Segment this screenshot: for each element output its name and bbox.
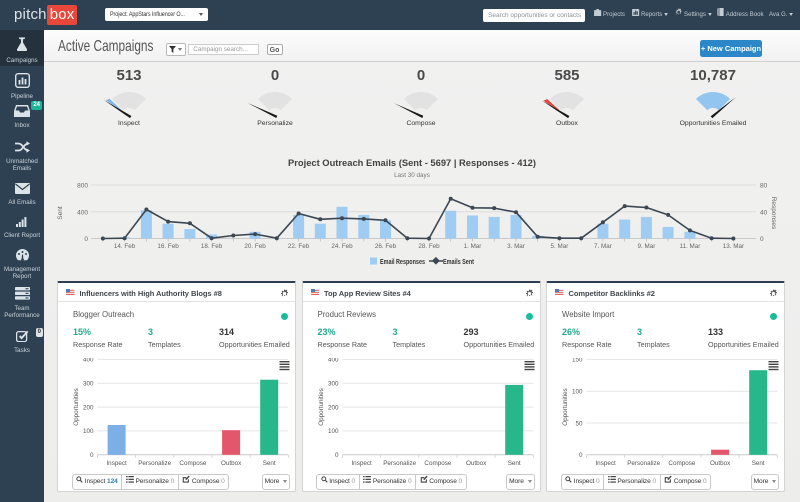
svg-text:11. Mar: 11. Mar xyxy=(679,243,700,250)
svg-text:Responses: Responses xyxy=(770,197,777,230)
svg-text:800: 800 xyxy=(77,183,88,190)
svg-text:Compose: Compose xyxy=(179,460,206,467)
svg-text:Compose: Compose xyxy=(668,460,695,467)
svg-text:5. Mar: 5. Mar xyxy=(550,243,568,250)
svg-text:400: 400 xyxy=(77,209,88,216)
svg-text:300: 300 xyxy=(83,381,94,388)
svg-text:0: 0 xyxy=(90,452,94,459)
svg-text:100: 100 xyxy=(83,428,94,435)
svg-text:Email Responses: Email Responses xyxy=(380,259,425,266)
svg-text:Sent: Sent xyxy=(752,460,765,467)
svg-text:Opportunities: Opportunities xyxy=(318,388,325,425)
svg-text:20. Feb: 20. Feb xyxy=(244,243,266,250)
svg-text:200: 200 xyxy=(83,404,94,411)
svg-text:Compose: Compose xyxy=(424,460,451,467)
svg-text:Last 30 days: Last 30 days xyxy=(394,172,430,179)
svg-text:Personalize: Personalize xyxy=(383,460,416,467)
svg-text:Outbox: Outbox xyxy=(465,460,486,467)
svg-text:400: 400 xyxy=(83,358,94,364)
svg-text:0: 0 xyxy=(579,452,583,459)
svg-text:200: 200 xyxy=(327,404,338,411)
svg-text:40: 40 xyxy=(760,209,768,216)
svg-text:22. Feb: 22. Feb xyxy=(288,243,310,250)
svg-text:100: 100 xyxy=(327,428,338,435)
svg-text:0: 0 xyxy=(84,236,88,243)
svg-text:3. Mar: 3. Mar xyxy=(507,243,525,250)
svg-text:0: 0 xyxy=(334,452,338,459)
svg-text:Personalize: Personalize xyxy=(138,460,171,467)
svg-text:28. Feb: 28. Feb xyxy=(418,243,440,250)
svg-text:13. Mar: 13. Mar xyxy=(723,243,744,250)
svg-text:Outbox: Outbox xyxy=(221,460,242,467)
svg-text:Inspect: Inspect xyxy=(351,460,372,467)
svg-text:Sent: Sent xyxy=(57,206,64,220)
svg-text:400: 400 xyxy=(327,358,338,364)
svg-text:26. Feb: 26. Feb xyxy=(375,243,397,250)
svg-text:Opportunities: Opportunities xyxy=(73,388,80,425)
svg-text:0: 0 xyxy=(760,236,764,243)
svg-text:100: 100 xyxy=(572,389,583,396)
svg-text:1. Mar: 1. Mar xyxy=(464,243,482,250)
svg-text:Sent: Sent xyxy=(263,460,276,467)
svg-text:300: 300 xyxy=(327,381,338,388)
svg-text:Project Outreach Emails (Sent: Project Outreach Emails (Sent - 5697 | R… xyxy=(288,158,536,168)
svg-text:80: 80 xyxy=(760,183,768,190)
svg-text:Inspect: Inspect xyxy=(595,460,616,467)
svg-text:24. Feb: 24. Feb xyxy=(331,243,353,250)
svg-text:16. Feb: 16. Feb xyxy=(157,243,179,250)
svg-text:Emails Sent: Emails Sent xyxy=(443,259,475,266)
svg-text:Personalize: Personalize xyxy=(627,460,660,467)
svg-text:50: 50 xyxy=(575,420,583,427)
svg-text:Outbox: Outbox xyxy=(710,460,731,467)
svg-text:Sent: Sent xyxy=(507,460,520,467)
svg-text:Opportunities: Opportunities xyxy=(562,388,569,425)
svg-text:14. Feb: 14. Feb xyxy=(114,243,136,250)
svg-text:150: 150 xyxy=(572,358,583,364)
svg-text:Inspect: Inspect xyxy=(106,460,127,467)
svg-text:9. Mar: 9. Mar xyxy=(637,243,655,250)
svg-text:18. Feb: 18. Feb xyxy=(201,243,223,250)
svg-text:7. Mar: 7. Mar xyxy=(594,243,612,250)
